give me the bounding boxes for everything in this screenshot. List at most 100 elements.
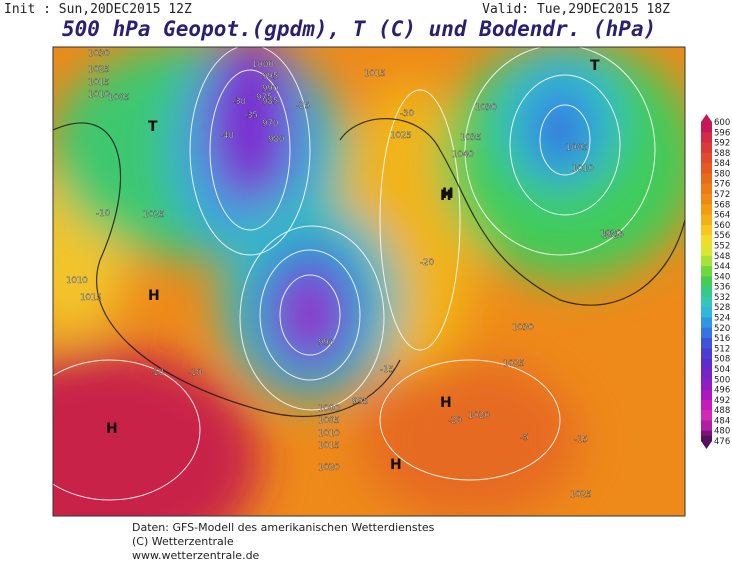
colorbar-swatch <box>701 224 712 236</box>
contour-label: 1025 <box>143 210 165 220</box>
colorbar-swatch <box>701 327 712 339</box>
pressure-center: H <box>440 395 452 411</box>
colorbar-swatch <box>701 296 712 308</box>
contour-label: 1015 <box>318 441 340 451</box>
contour-label: 1005 <box>108 93 130 103</box>
colorbar-label: 560 <box>714 221 730 231</box>
contour-label: 1020 <box>602 231 624 241</box>
colorbar-label: 572 <box>714 190 730 200</box>
contour-label: 1015 <box>364 69 386 79</box>
pressure-center: T <box>590 58 600 74</box>
contour-label: 995 <box>262 72 278 82</box>
init-time: Init : Sun,20DEC2015 12Z <box>4 2 192 17</box>
colorbar-label: 588 <box>714 149 730 159</box>
colorbar-label: 528 <box>714 303 730 313</box>
colorbar-label: 548 <box>714 252 730 262</box>
colorbar-swatch <box>701 420 712 432</box>
colorbar-arrow-bottom <box>701 441 712 449</box>
colorbar-label: 600 <box>714 118 730 128</box>
contour-label: 1030 <box>88 49 110 59</box>
colorbar-swatch <box>701 389 712 401</box>
colorbar-label: 508 <box>714 355 730 365</box>
contour-label: 1015 <box>80 293 102 303</box>
colorbar-swatch <box>701 214 712 226</box>
contour-label: 1000 <box>318 404 340 414</box>
contour-label: 1010 <box>572 164 594 174</box>
map-field <box>53 47 685 516</box>
contour-label: 1015 <box>88 78 110 88</box>
contour-label: -30 <box>232 97 246 107</box>
colorbar-swatch <box>701 122 712 133</box>
contour-label: 1010 <box>318 429 340 439</box>
pressure-center: H <box>440 188 452 204</box>
contour-label: 1030 <box>512 323 534 333</box>
contour-label: 1025 <box>570 490 592 500</box>
colorbar-label: 596 <box>714 128 730 138</box>
colorbar-swatch <box>701 266 712 277</box>
colorbar-swatch <box>701 142 712 154</box>
contour-label: -10 <box>188 368 202 378</box>
colorbar-label: 480 <box>714 427 730 437</box>
pressure-center: H <box>148 288 160 304</box>
colorbar-label: 568 <box>714 200 730 210</box>
contour-label: 970 <box>262 119 278 129</box>
colorbar-label: 564 <box>714 211 730 221</box>
colorbar-swatch <box>701 204 712 216</box>
contour-label: -10 <box>96 209 110 219</box>
colorbar-label: 520 <box>714 324 730 334</box>
colorbar-label: 580 <box>714 169 730 179</box>
contour-label: 1020 <box>318 463 340 473</box>
contour-label: 1010 <box>66 276 88 286</box>
contour-label: -20 <box>448 416 462 426</box>
colorbar-swatch <box>701 358 712 370</box>
contour-label: -10 <box>150 368 164 378</box>
colorbar-swatch <box>701 348 712 360</box>
colorbar-label: 484 <box>714 416 730 426</box>
colorbar-label: 524 <box>714 314 730 324</box>
contour-label: 990 <box>318 338 334 348</box>
contour-label: 985 <box>262 97 278 107</box>
colorbar-label: 532 <box>714 293 730 303</box>
contour-label: -35 <box>244 111 258 121</box>
colorbar-label: 592 <box>714 139 730 149</box>
contour-label: -40 <box>220 131 234 141</box>
valid-time: Valid: Tue,29DEC2015 18Z <box>482 2 670 17</box>
contour-label: 1025 <box>503 359 525 369</box>
contour-label: 1025 <box>88 65 110 75</box>
contour-label: 1035 <box>460 133 482 143</box>
colorbar-label: 584 <box>714 159 730 169</box>
colorbar-swatch <box>701 173 712 185</box>
contour-label: 1030 <box>475 103 497 113</box>
colorbar-label: 536 <box>714 283 730 293</box>
colorbar-arrow-top <box>701 114 712 122</box>
colorbar-label: 500 <box>714 375 730 385</box>
pressure-center: T <box>148 119 158 135</box>
colorbar-label: 540 <box>714 272 730 282</box>
colorbar-swatch <box>701 379 712 391</box>
colorbar-swatch <box>701 317 712 329</box>
contour-label: 995 <box>352 397 368 407</box>
colorbar-swatch <box>701 235 712 246</box>
colorbar-label: 516 <box>714 334 730 344</box>
colorbar-swatch <box>701 399 712 411</box>
colorbar-label: 576 <box>714 180 730 190</box>
contour-label: 1040 <box>452 150 474 160</box>
contour-label: 975 <box>256 93 272 103</box>
contour-label: 1020 <box>600 229 622 239</box>
contour-label: 1005 <box>318 416 340 426</box>
colorbar-swatch <box>701 194 712 205</box>
contour-label: -5 <box>520 433 528 443</box>
footer-source: Daten: GFS-Modell des amerikanischen Wet… <box>132 521 435 534</box>
contour-label: 990 <box>262 84 278 94</box>
colorbar-label: 552 <box>714 241 730 251</box>
map-title: 500 hPa Geopot.(gpdm), T (C) und Bodendr… <box>62 17 657 41</box>
footer-copyright: (C) Wetterzentrale <box>132 535 234 548</box>
colorbar-swatch <box>701 255 712 267</box>
contour-label: -25 <box>296 101 310 111</box>
colorbar-label: 476 <box>714 437 730 447</box>
pressure-center: H <box>442 186 454 202</box>
contour-label: -15 <box>380 365 394 375</box>
colorbar-label: 556 <box>714 231 730 241</box>
colorbar-swatch <box>701 307 712 319</box>
